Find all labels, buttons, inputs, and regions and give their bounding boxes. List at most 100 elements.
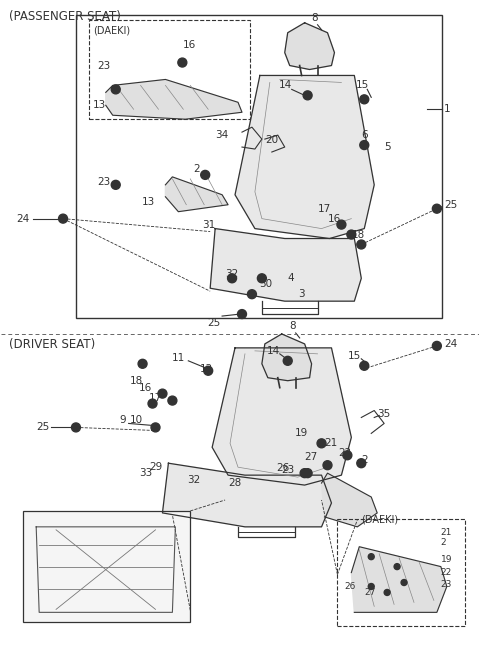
Text: 2: 2 [441, 539, 446, 547]
Polygon shape [235, 75, 374, 239]
Circle shape [201, 171, 210, 179]
Text: 17: 17 [149, 392, 162, 403]
Circle shape [257, 274, 266, 283]
Circle shape [323, 461, 332, 470]
Text: 31: 31 [202, 220, 215, 230]
Polygon shape [322, 473, 377, 527]
Circle shape [228, 274, 237, 283]
Text: 23: 23 [441, 580, 452, 589]
Text: 21: 21 [441, 528, 452, 537]
Text: 10: 10 [130, 415, 143, 426]
Circle shape [111, 180, 120, 190]
Text: 18: 18 [129, 376, 143, 386]
Text: 23: 23 [97, 177, 111, 187]
Text: 11: 11 [172, 353, 185, 363]
Text: 14: 14 [266, 346, 280, 356]
Text: 6: 6 [361, 130, 368, 140]
Text: 14: 14 [278, 81, 292, 91]
Text: 21: 21 [324, 438, 337, 448]
Polygon shape [210, 228, 361, 301]
Text: 17: 17 [318, 204, 332, 214]
Circle shape [303, 91, 312, 100]
Circle shape [357, 459, 366, 468]
Text: 29: 29 [149, 462, 162, 472]
Circle shape [283, 356, 292, 365]
Text: 24: 24 [16, 214, 29, 224]
Text: 33: 33 [139, 468, 153, 478]
Circle shape [72, 423, 81, 432]
Text: 24: 24 [444, 339, 457, 349]
Polygon shape [212, 348, 351, 485]
Text: 22: 22 [441, 568, 452, 577]
Circle shape [368, 554, 374, 560]
Polygon shape [351, 546, 447, 612]
Text: 16: 16 [182, 39, 195, 50]
Text: 1: 1 [444, 104, 450, 114]
Text: 15: 15 [356, 81, 369, 91]
Circle shape [384, 590, 390, 596]
Text: 4: 4 [288, 274, 294, 283]
Text: 8: 8 [289, 321, 296, 331]
Text: 22: 22 [338, 448, 351, 459]
Circle shape [238, 310, 246, 319]
Circle shape [368, 584, 374, 590]
Circle shape [343, 451, 352, 460]
Polygon shape [285, 23, 335, 70]
Circle shape [204, 366, 213, 375]
Circle shape [303, 468, 312, 478]
Text: 26: 26 [276, 463, 290, 473]
Text: (DAEKI): (DAEKI) [361, 515, 398, 525]
Text: 23: 23 [97, 60, 111, 71]
Circle shape [401, 579, 407, 586]
Text: 35: 35 [377, 409, 390, 419]
Text: 32: 32 [225, 270, 238, 279]
Circle shape [317, 439, 326, 448]
Text: 32: 32 [187, 475, 200, 485]
Text: 5: 5 [384, 142, 391, 152]
Text: 3: 3 [298, 289, 304, 299]
Polygon shape [106, 79, 242, 119]
Text: 9: 9 [119, 415, 126, 426]
Circle shape [432, 204, 441, 213]
Circle shape [111, 85, 120, 94]
Circle shape [248, 290, 256, 298]
Circle shape [357, 240, 366, 249]
Circle shape [394, 564, 400, 569]
Text: 19: 19 [294, 428, 308, 438]
Circle shape [178, 58, 187, 67]
Circle shape [168, 396, 177, 405]
Text: (DRIVER SEAT): (DRIVER SEAT) [9, 338, 96, 351]
Text: 34: 34 [215, 130, 228, 140]
Text: (DAEKI): (DAEKI) [93, 26, 130, 36]
Text: 30: 30 [259, 279, 272, 289]
Text: 16: 16 [328, 214, 341, 224]
Circle shape [347, 230, 356, 239]
Text: 2: 2 [361, 455, 368, 465]
Text: 25: 25 [207, 318, 220, 328]
Circle shape [158, 389, 167, 398]
Text: 27: 27 [304, 452, 318, 462]
Circle shape [360, 361, 369, 370]
Text: (PASSENGER SEAT): (PASSENGER SEAT) [9, 10, 121, 23]
Text: 15: 15 [348, 351, 361, 361]
Circle shape [337, 220, 346, 229]
Polygon shape [162, 463, 332, 527]
Polygon shape [262, 334, 312, 380]
Circle shape [360, 140, 369, 150]
Circle shape [148, 399, 157, 408]
Text: 27: 27 [364, 588, 376, 597]
Text: 23: 23 [281, 465, 295, 475]
Text: 8: 8 [311, 12, 318, 23]
Circle shape [59, 214, 68, 223]
Circle shape [300, 468, 309, 478]
Text: 20: 20 [265, 135, 278, 145]
Circle shape [360, 95, 369, 104]
Circle shape [432, 341, 441, 350]
Text: 13: 13 [142, 197, 156, 207]
Text: 26: 26 [344, 582, 356, 591]
Text: 25: 25 [444, 199, 457, 210]
Text: 12: 12 [200, 364, 214, 374]
Text: 28: 28 [229, 478, 242, 488]
Text: 19: 19 [441, 555, 452, 564]
Text: 2: 2 [193, 164, 200, 174]
